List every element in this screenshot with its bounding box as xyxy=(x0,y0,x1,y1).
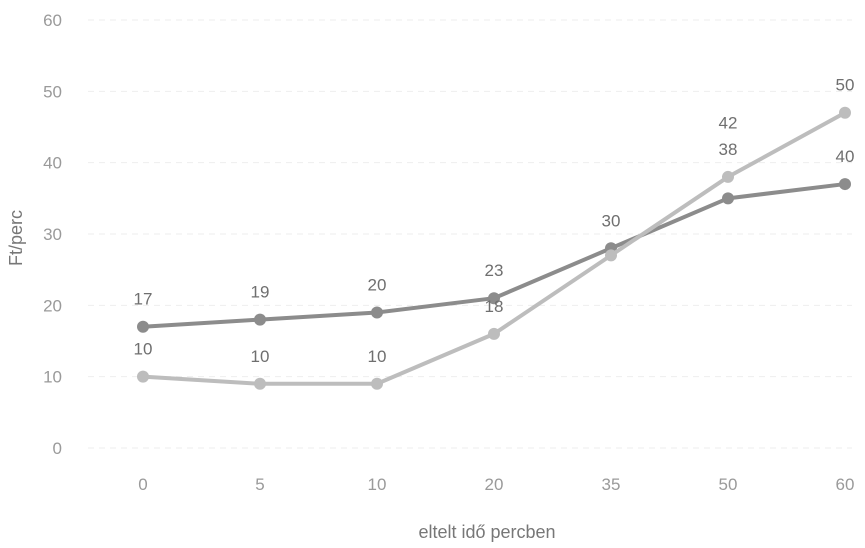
series-1-point xyxy=(371,306,383,319)
x-tick-label: 35 xyxy=(602,475,621,494)
annotation-label: 42 xyxy=(719,113,738,132)
data-label: 10 xyxy=(368,347,387,366)
y-tick-label: 10 xyxy=(43,368,62,387)
data-label: 17 xyxy=(134,290,153,309)
data-label: 50 xyxy=(836,76,855,95)
y-tick-label: 30 xyxy=(43,225,62,244)
y-tick-label: 50 xyxy=(43,82,62,101)
series-2-point xyxy=(605,249,617,262)
data-label: 18 xyxy=(485,297,504,316)
x-axis-title: eltelt idő percben xyxy=(418,522,555,542)
series-1-point xyxy=(488,292,500,305)
x-tick-label: 20 xyxy=(485,475,504,494)
series-2-point xyxy=(371,377,383,390)
series-1-point xyxy=(254,313,266,326)
x-tick-label: 50 xyxy=(719,475,738,494)
data-label: 23 xyxy=(485,261,504,280)
x-tick-label: 0 xyxy=(138,475,147,494)
x-tick-label: 5 xyxy=(255,475,264,494)
series-1-point xyxy=(839,178,851,191)
data-label: 40 xyxy=(836,147,855,166)
series-2-point xyxy=(254,377,266,390)
series-lines xyxy=(137,106,851,390)
gridlines xyxy=(88,19,852,449)
y-axis-ticks: 0 10 20 30 40 50 60 xyxy=(43,11,62,458)
data-labels: 17 19 20 23 30 40 10 10 10 18 38 50 42 xyxy=(134,76,855,366)
x-axis-ticks: 0 5 10 20 35 50 60 xyxy=(138,475,854,494)
data-label: 19 xyxy=(251,283,270,302)
y-tick-label: 20 xyxy=(43,296,62,315)
series-2-point xyxy=(488,327,500,340)
series-2-point xyxy=(839,106,851,119)
data-label: 10 xyxy=(134,340,153,359)
series-2-point xyxy=(722,170,734,183)
series-1-point xyxy=(137,320,149,333)
series-line-2 xyxy=(141,110,847,386)
y-tick-label: 0 xyxy=(53,439,62,458)
y-tick-label: 60 xyxy=(43,11,62,30)
data-label: 10 xyxy=(251,347,270,366)
y-tick-label: 40 xyxy=(43,154,62,173)
data-label: 38 xyxy=(719,140,738,159)
x-tick-label: 10 xyxy=(368,475,387,494)
series-1-point xyxy=(722,192,734,205)
series-2-point xyxy=(137,370,149,383)
data-label: 20 xyxy=(368,275,387,294)
x-tick-label: 60 xyxy=(836,475,855,494)
data-label: 30 xyxy=(602,211,621,230)
y-axis-title: Ft/perc xyxy=(6,210,26,266)
